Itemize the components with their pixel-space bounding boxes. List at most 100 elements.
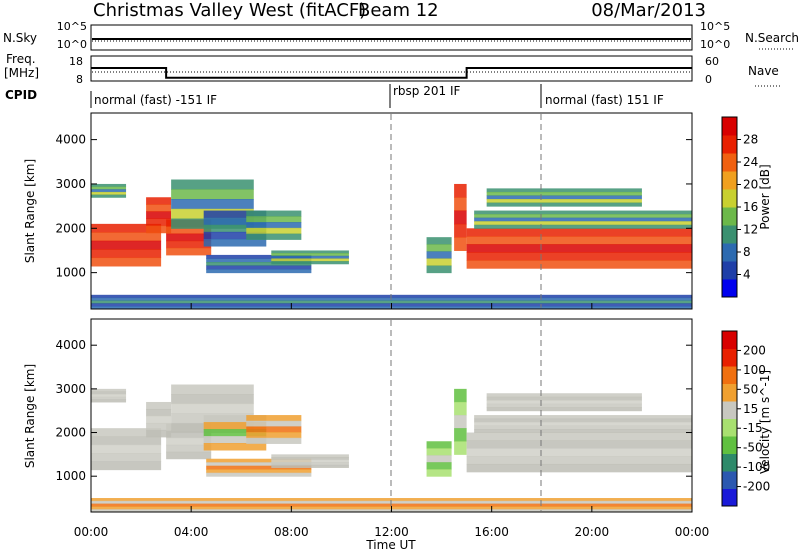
time-axis-label: Time UT xyxy=(365,538,416,552)
power-colorbar-swatch xyxy=(722,117,737,136)
velocity-echo-cell xyxy=(203,422,267,430)
velocity-echo-cell xyxy=(146,429,172,438)
velocity-echo-cell xyxy=(271,454,349,458)
velocity-echo-cell xyxy=(166,451,212,460)
velocity-echo-cell xyxy=(91,498,692,502)
velocity-echo-cell xyxy=(474,429,692,434)
velocity-echo-cell xyxy=(146,408,172,417)
x-tick-label: 12:00 xyxy=(374,525,409,539)
velocity-colorbar-tick-label: -200 xyxy=(743,480,770,494)
velocity-echo-cell xyxy=(91,461,162,471)
power-echo-cell xyxy=(166,226,212,235)
power-colorbar-tick-label: 20 xyxy=(743,178,758,192)
power-echo-cell xyxy=(426,265,452,274)
power-echo-cell xyxy=(426,244,452,252)
velocity-echo-cell xyxy=(426,455,452,463)
velocity-echo-cell xyxy=(203,415,267,423)
power-colorbar-swatch xyxy=(722,153,737,172)
power-echo-cell xyxy=(474,224,692,229)
velocity-echo-cell xyxy=(203,436,267,444)
freq-trace xyxy=(91,67,692,79)
beam-label: Beam 12 xyxy=(358,0,439,21)
power-echo-cell xyxy=(171,199,254,210)
velocity-echo-cell xyxy=(206,462,312,467)
velocity-echo-cell xyxy=(426,448,452,456)
velocity-echo-cell xyxy=(91,453,162,462)
power-echo-cell xyxy=(474,217,692,222)
velocity-echo-cell xyxy=(486,393,642,398)
velocity-colorbar-tick-label: 100 xyxy=(743,363,766,377)
velocity-echo-cell xyxy=(166,444,212,453)
power-echo-cell xyxy=(466,244,692,253)
velocity-colorbar-tick-label: 200 xyxy=(743,343,766,357)
velocity-echo-cell xyxy=(146,415,172,424)
power-echo-cell xyxy=(166,240,212,249)
power-echo-cell xyxy=(271,253,349,257)
velocity-echo-cell xyxy=(246,415,302,422)
freq-tick-top: 18 xyxy=(69,55,83,68)
power-echo-cell xyxy=(246,233,302,240)
power-colorbar-tick-label: 8 xyxy=(743,245,751,259)
power-echo-cell xyxy=(91,232,162,242)
velocity-echo-cell xyxy=(91,394,127,398)
power-colorbar-label: Power [dB] xyxy=(758,164,772,229)
y-tick-label: 1000 xyxy=(55,266,86,280)
velocity-echo-cell xyxy=(271,459,349,463)
power-echo-cell xyxy=(454,183,467,198)
velocity-echo-cell xyxy=(91,428,162,437)
power-echo-cell xyxy=(426,258,452,267)
velocity-echo-cell xyxy=(91,396,127,400)
velocity-echo-cell xyxy=(474,415,692,420)
power-echo-cell xyxy=(91,189,127,193)
cpid-segment-3: normal (fast) 151 IF xyxy=(545,93,664,107)
power-echo-cell xyxy=(206,258,312,263)
x-tick-label: 08:00 xyxy=(274,525,309,539)
velocity-echo-cell xyxy=(426,441,452,449)
power-y-axis: 1000 2000 3000 4000 xyxy=(55,133,692,280)
velocity-echo-cell xyxy=(474,418,692,423)
power-echo-cell xyxy=(486,188,642,193)
y-tick-label: 3000 xyxy=(55,177,86,191)
power-colorbar-tick-label: 24 xyxy=(743,155,758,169)
velocity-echo-cell xyxy=(166,430,212,439)
power-colorbar-swatch xyxy=(722,243,737,262)
noise-left-tick-top: 10^5 xyxy=(57,20,87,33)
power-echo-cell xyxy=(246,222,302,229)
velocity-echo-cell xyxy=(171,403,254,414)
power-echo-cell xyxy=(454,237,467,251)
velocity-echo-cell xyxy=(146,422,172,431)
velocity-colorbar-tick-label: -15 xyxy=(743,421,763,435)
noise-right-tick-bottom: 10^0 xyxy=(700,38,730,51)
nave-tick-bottom: 0 xyxy=(705,73,712,86)
power-echo-cell xyxy=(474,210,692,215)
velocity-echo-cell xyxy=(454,388,467,403)
freq-tick-bottom: 8 xyxy=(76,73,83,86)
velocity-echo-cell xyxy=(454,441,467,455)
power-echo-cell xyxy=(486,195,642,200)
velocity-echo-cell xyxy=(271,464,349,468)
velocity-echo-cell xyxy=(426,469,452,477)
x-tick-label: 00:00 xyxy=(74,525,109,539)
velocity-echo-cell xyxy=(246,426,302,433)
power-echo-cell xyxy=(486,191,642,196)
power-colorbar-tick-label: 28 xyxy=(743,133,758,147)
power-echo-cell xyxy=(91,223,162,233)
power-echo-cell xyxy=(474,221,692,226)
velocity-echo-cell xyxy=(206,469,312,474)
velocity-colorbar-swatch xyxy=(722,383,737,402)
power-echo-cell xyxy=(91,257,162,267)
power-echo-cell xyxy=(203,224,267,233)
velocity-echo-cell xyxy=(146,401,172,410)
power-echo-cell xyxy=(146,204,172,212)
noise-right-tick-top: 10^5 xyxy=(700,20,730,33)
velocity-echo-cell xyxy=(206,458,312,463)
power-colorbar-tick-label: 12 xyxy=(743,223,758,237)
power-echo-cell xyxy=(146,211,172,220)
velocity-colorbar-swatch xyxy=(722,401,737,419)
x-tick-label: 00:00 xyxy=(675,525,710,539)
velocity-y-label: Slant Range [km] xyxy=(23,364,37,468)
power-echo-cell xyxy=(486,202,642,207)
velocity-echo-cell xyxy=(91,388,127,392)
power-echo-cell xyxy=(466,236,692,245)
power-echo-cell xyxy=(91,240,162,250)
